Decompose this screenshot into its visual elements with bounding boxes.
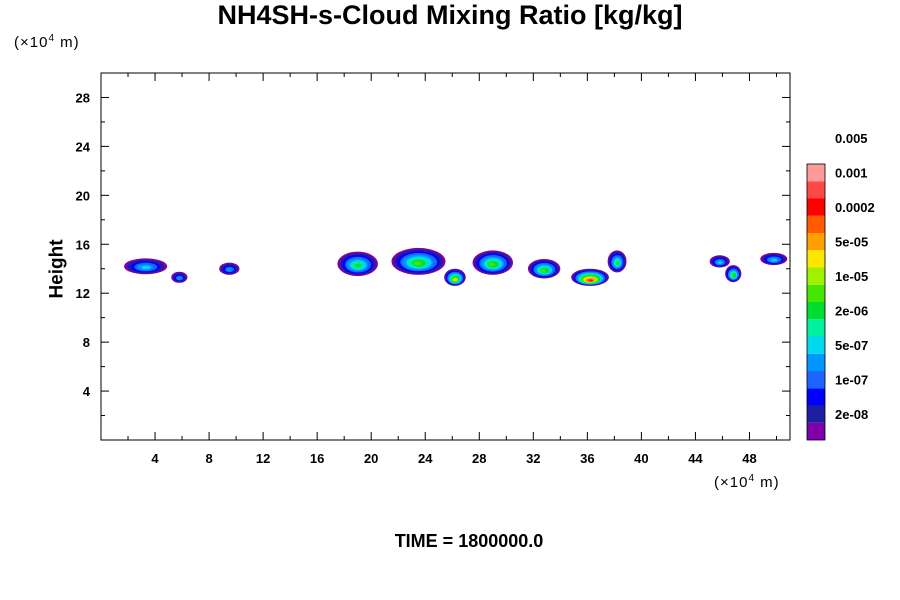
colorbar-label: 1e-07	[835, 373, 868, 388]
cloud-level	[226, 268, 232, 272]
cloud-level	[452, 278, 456, 281]
x-tick-label: 36	[580, 451, 594, 466]
colorbar-swatch	[807, 336, 825, 354]
y-axis: 4 8 12 16 20 24 28	[76, 90, 790, 417]
cloud-blob	[123, 258, 168, 275]
x-tick-label: 32	[526, 451, 540, 466]
cloud-level	[771, 258, 778, 262]
y-tick-label: 12	[76, 286, 90, 301]
cloud-blob	[472, 250, 514, 275]
colorbar-label: 0.005	[835, 131, 868, 146]
colorbar-swatch	[807, 302, 825, 320]
cloud-level	[354, 263, 362, 268]
colorbar: 2e-08 1e-07 5e-07 2e-06 1e-05 5e-05 0.0002 0.00…	[806, 131, 875, 441]
colorbar-swatch	[807, 284, 825, 302]
cloud-blob	[171, 271, 188, 283]
cloud-level	[176, 276, 182, 280]
x-tick-label: 20	[364, 451, 378, 466]
x-tick-label: 12	[256, 451, 270, 466]
cloud-blob	[725, 265, 742, 283]
x-tick-label: 40	[634, 451, 648, 466]
x-tick-label: 16	[310, 451, 324, 466]
colorbar-swatch	[807, 233, 825, 251]
y-tick-label: 4	[83, 384, 91, 399]
cloud-blob	[760, 252, 788, 266]
colorbar-swatch	[807, 215, 825, 233]
x-tick-label: 24	[418, 451, 433, 466]
cloud-blob	[571, 268, 609, 286]
colorbar-swatch	[807, 319, 825, 337]
colorbar-label: 2e-06	[835, 304, 868, 319]
cloud-level	[616, 261, 620, 265]
colorbar-swatch	[807, 267, 825, 285]
colorbar-label: 0.0002	[835, 200, 875, 215]
y-tick-label: 24	[76, 139, 91, 154]
cloud-level	[489, 262, 496, 267]
y-tick-label: 16	[76, 237, 90, 252]
x-tick-label: 28	[472, 451, 486, 466]
x-tick-label: 4	[151, 451, 159, 466]
colorbar-label: 0.001	[835, 166, 868, 181]
cloud-level	[413, 261, 422, 266]
y-tick-label: 20	[76, 188, 90, 203]
x-tick-label: 48	[742, 451, 756, 466]
cloud-level	[717, 261, 723, 264]
y-tick-label: 28	[76, 90, 90, 105]
cloud-level	[141, 265, 151, 270]
cloud-blob	[337, 251, 378, 277]
cloud-level	[731, 274, 734, 277]
cloud-blob	[444, 268, 466, 286]
chart-title: NH4SH-s-Cloud Mixing Ratio [kg/kg]	[217, 0, 683, 30]
y-tick-label: 8	[83, 335, 90, 350]
cloud-blob	[219, 262, 240, 275]
plot-frame	[100, 72, 791, 441]
cloud-level	[540, 269, 546, 273]
x-tick-label: 8	[205, 451, 212, 466]
colorbar-swatch	[807, 250, 825, 268]
cloud-level	[589, 279, 594, 282]
colorbar-swatch	[807, 198, 825, 216]
x-axis-unit: (×104 m)	[714, 473, 780, 491]
colorbar-swatch	[807, 353, 825, 371]
time-label: TIME = 1800000.0	[394, 531, 544, 551]
colorbar-label: 5e-07	[835, 338, 868, 353]
colorbar-swatch	[807, 371, 825, 389]
colorbar-label: 2e-08	[835, 407, 868, 422]
colorbar-swatch	[807, 388, 825, 406]
cloud-blob	[607, 250, 627, 273]
colorbar-swatch	[807, 164, 825, 182]
cloud-blob	[709, 255, 730, 268]
x-tick-label: 44	[688, 451, 703, 466]
colorbar-swatch	[807, 181, 825, 199]
cloud-blob	[391, 247, 446, 275]
x-axis: 4 8 12 16 20 24 28 32 36 40 44 48	[127, 73, 777, 466]
colorbar-swatch	[807, 422, 825, 440]
colorbar-label: 5e-05	[835, 235, 868, 250]
cloud-blob	[527, 258, 561, 279]
colorbar-label: 1e-05	[835, 269, 868, 284]
y-axis-unit: (×104 m)	[14, 33, 80, 51]
colorbar-swatch	[807, 405, 825, 423]
cloud-field	[123, 247, 788, 286]
colorbar-frame	[806, 163, 826, 441]
